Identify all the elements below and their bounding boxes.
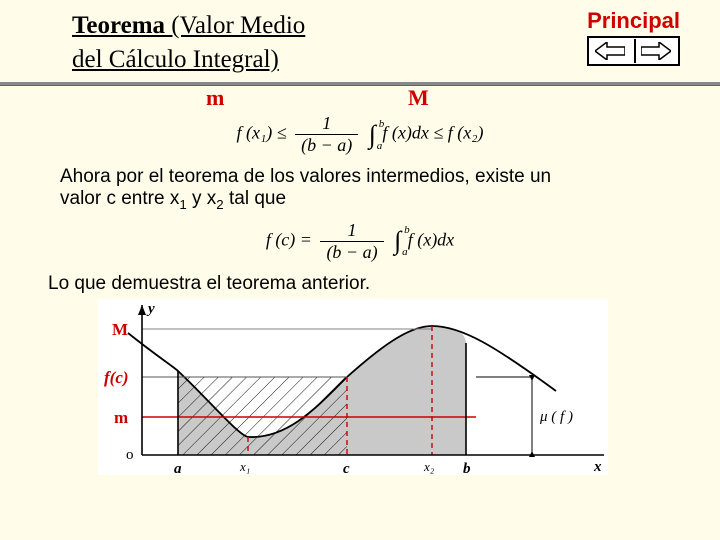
svg-text:m: m bbox=[114, 408, 128, 427]
principal-label[interactable]: Principal bbox=[587, 8, 680, 34]
svg-text:x₁: x₁ bbox=[239, 459, 250, 474]
formula-inequality: f (x₁) ≤ 1 (b − a) ∫ba f (x)dx ≤ f (x₂) bbox=[0, 113, 720, 156]
mean-value-chart: y x o Mm f(c) a b c x₁ x₂ μ ( f ) bbox=[98, 299, 720, 480]
svg-text:x: x bbox=[593, 459, 602, 475]
paragraph-1: Ahora por el teorema de los valores inte… bbox=[0, 166, 720, 212]
theorem-title: Teorema (Valor Medio del Cálculo Integra… bbox=[72, 12, 587, 74]
p1-a: Ahora por el teorema de los valores inte… bbox=[60, 166, 551, 187]
svg-text:y: y bbox=[146, 301, 155, 317]
integral-icon: ∫ba bbox=[369, 120, 376, 150]
f2-den: (b − a) bbox=[320, 242, 383, 263]
f1-integrand: f (x)dx bbox=[382, 123, 428, 143]
nav-arrows bbox=[587, 36, 680, 66]
svg-text:a: a bbox=[174, 461, 182, 475]
f2-integrand: f (x)dx bbox=[408, 229, 454, 249]
formula-equality: f (c) = 1 (b − a) ∫ba f (x)dx bbox=[0, 220, 720, 263]
f1-rhs: ≤ f (x₂) bbox=[433, 123, 483, 143]
p1-b: valor c entre x bbox=[60, 188, 179, 209]
f1-num: 1 bbox=[295, 113, 358, 135]
arrow-right-icon[interactable] bbox=[634, 39, 676, 63]
title-rest1: (Valor Medio bbox=[165, 12, 305, 39]
header: Teorema (Valor Medio del Cálculo Integra… bbox=[0, 0, 720, 74]
label-M: M bbox=[408, 85, 429, 111]
paragraph-2: Lo que demuestra el teorema anterior. bbox=[0, 273, 720, 295]
f1-den: (b − a) bbox=[295, 135, 358, 156]
m-M-labels: m M bbox=[0, 85, 720, 111]
svg-text:o: o bbox=[126, 447, 134, 463]
f1-lhs: f (x₁) ≤ bbox=[237, 123, 287, 143]
f2-lhs: f (c) = bbox=[266, 229, 312, 249]
label-m: m bbox=[206, 85, 224, 111]
svg-text:x₂: x₂ bbox=[423, 459, 435, 474]
title-line2: del Cálculo Integral) bbox=[72, 46, 587, 74]
integral-icon: ∫ba bbox=[394, 226, 401, 256]
f2-num: 1 bbox=[320, 220, 383, 242]
svg-text:b: b bbox=[463, 461, 471, 475]
principal-nav: Principal bbox=[587, 8, 680, 66]
title-bold: Teorema bbox=[72, 12, 165, 39]
arrow-left-icon[interactable] bbox=[590, 39, 630, 63]
svg-text:f(c): f(c) bbox=[104, 368, 129, 387]
svg-text:μ ( f ): μ ( f ) bbox=[539, 409, 573, 425]
svg-text:M: M bbox=[112, 320, 128, 339]
svg-text:c: c bbox=[343, 461, 350, 475]
